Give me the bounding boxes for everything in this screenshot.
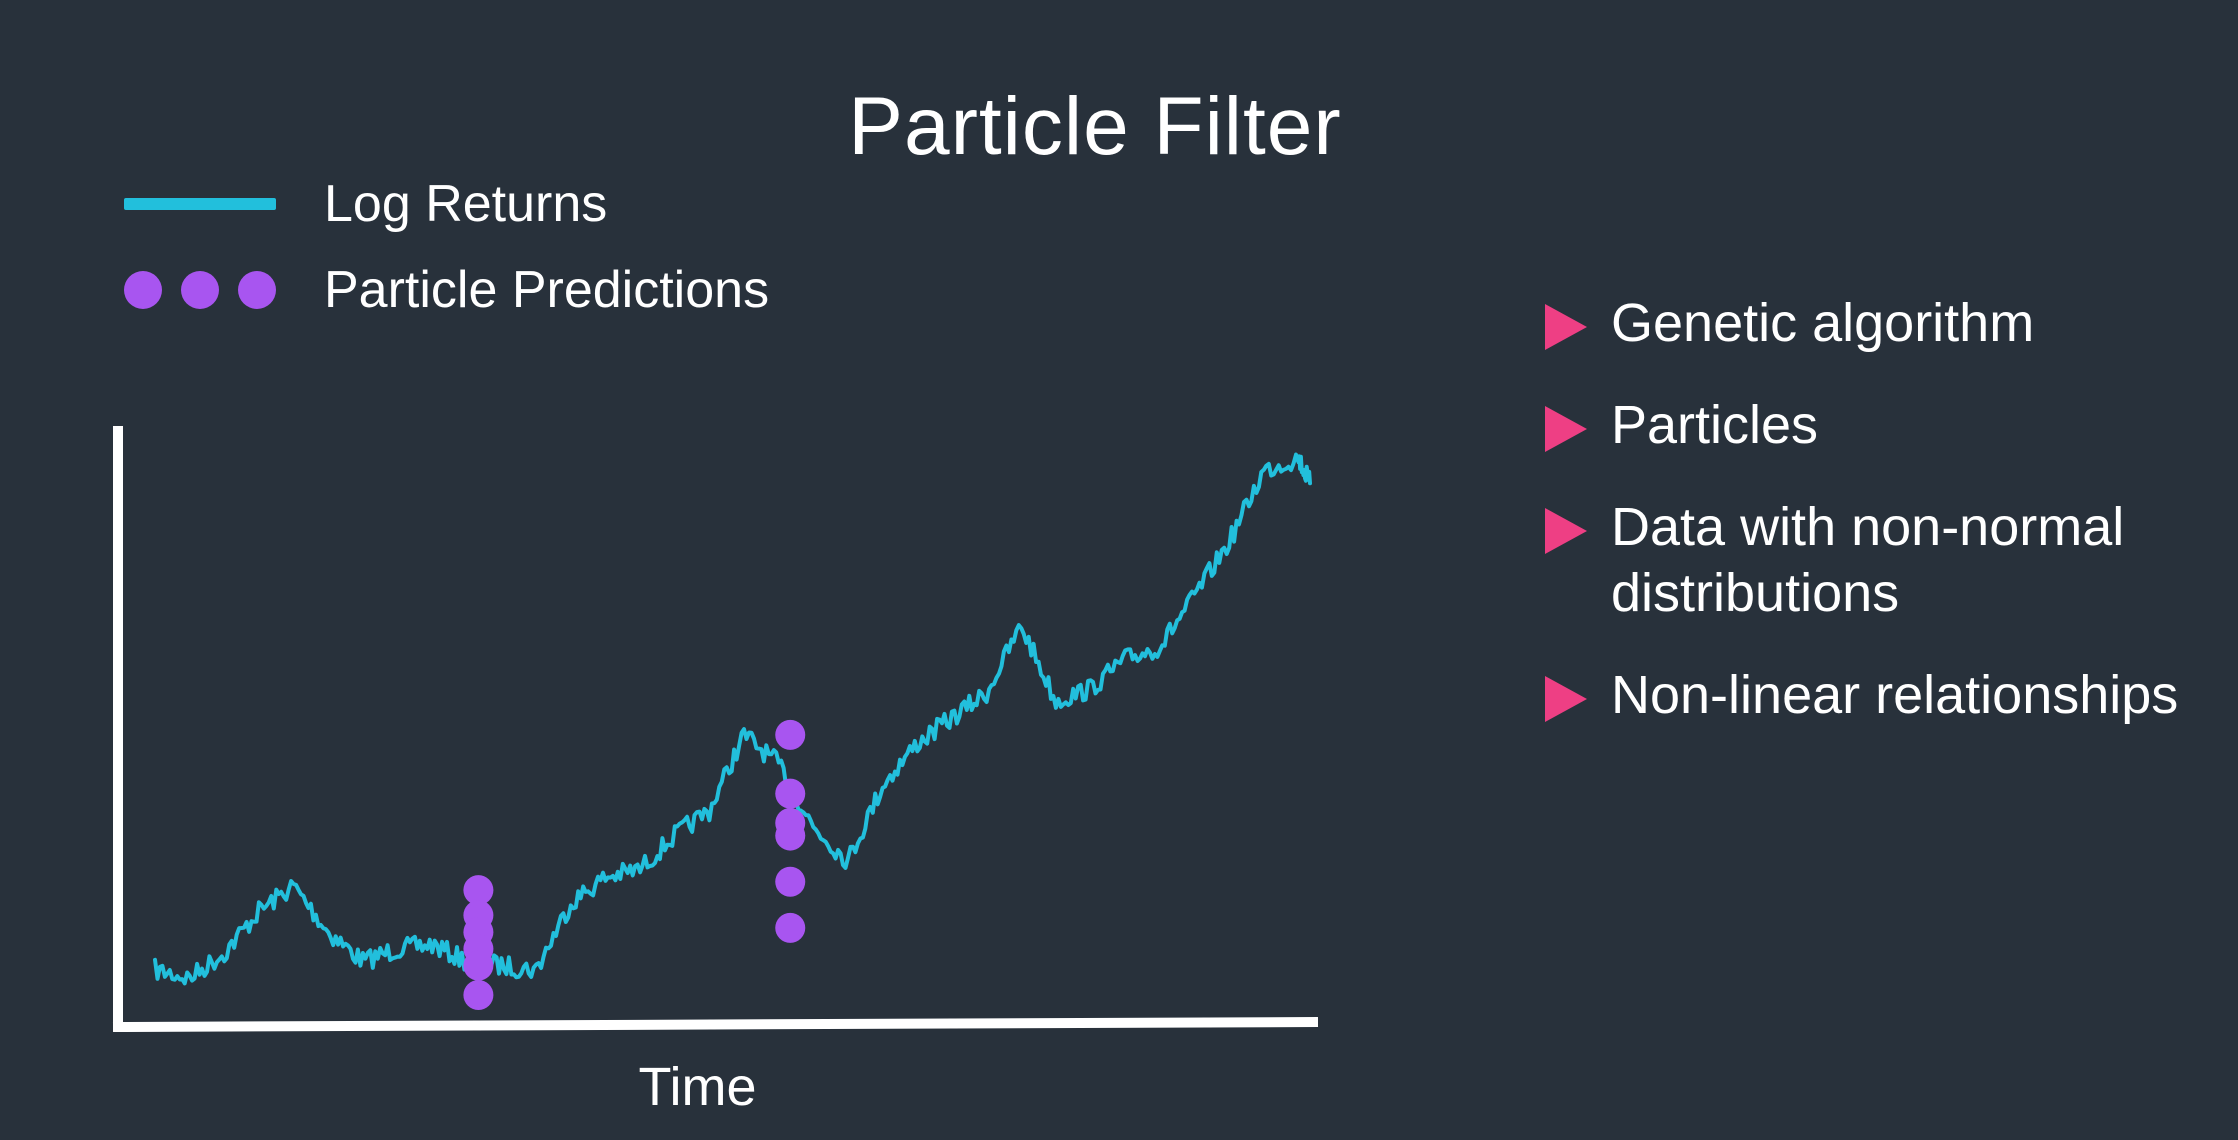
legend-item-particle-predictions: Particle Predictions bbox=[124, 254, 769, 326]
bullet-item: Particles bbox=[1545, 392, 2205, 458]
particle-point bbox=[463, 950, 494, 981]
x-axis-label: Time bbox=[638, 1057, 757, 1117]
bullet-text: Data with non-normal distributions bbox=[1611, 497, 2125, 623]
page-title: Particle Filter bbox=[848, 81, 1342, 172]
chart-axes bbox=[112, 426, 1319, 1032]
bullet-text: Particles bbox=[1611, 395, 1819, 455]
particle-point bbox=[463, 875, 494, 906]
particle-point bbox=[775, 912, 806, 943]
bullet-list: Genetic algorithm Particles Data with no… bbox=[1545, 290, 2205, 764]
x-axis bbox=[112, 1017, 1319, 1032]
triangle-bullet-icon bbox=[1545, 508, 1587, 554]
bullet-item: Non-linear relationships bbox=[1545, 662, 2205, 728]
particle-point bbox=[775, 866, 806, 897]
legend-dots-swatch bbox=[124, 271, 276, 309]
log-returns-line bbox=[153, 452, 1312, 986]
legend-dot bbox=[238, 271, 276, 309]
legend-label-log-returns: Log Returns bbox=[324, 175, 608, 233]
legend-label-particle-predictions: Particle Predictions bbox=[324, 261, 770, 319]
legend-item-log-returns: Log Returns bbox=[124, 168, 607, 240]
bullet-text: Genetic algorithm bbox=[1611, 293, 2035, 353]
triangle-bullet-icon bbox=[1545, 406, 1587, 452]
particle-point bbox=[775, 778, 806, 809]
bullet-item: Genetic algorithm bbox=[1545, 290, 2205, 356]
triangle-bullet-icon bbox=[1545, 304, 1587, 350]
particle-point bbox=[463, 980, 494, 1010]
triangle-bullet-icon bbox=[1545, 676, 1587, 722]
particle-point bbox=[775, 820, 806, 851]
bullet-item: Data with non-normal distributions bbox=[1545, 494, 2205, 626]
particle-predictions bbox=[463, 719, 806, 1010]
bullet-text: Non-linear relationships bbox=[1611, 665, 2179, 725]
legend-dot bbox=[181, 271, 219, 309]
particle-point bbox=[775, 719, 806, 750]
legend-dot bbox=[124, 271, 162, 309]
legend-line-swatch bbox=[124, 198, 276, 210]
